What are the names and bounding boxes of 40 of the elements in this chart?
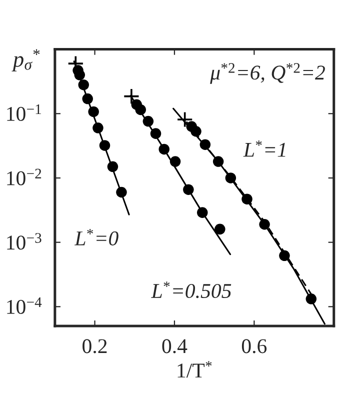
- x-tick-label: 0.6: [242, 339, 267, 354]
- point: [212, 156, 224, 167]
- y-axis-title: p$_{σ}$$^{*}$: [12, 49, 40, 72]
- x-tick-label: 0.4: [162, 339, 188, 354]
- point: [78, 79, 89, 90]
- annotation: L$^{*}$=1: [243, 140, 286, 157]
- point: [200, 139, 211, 150]
- point: [225, 172, 236, 184]
- y-tick-label: 10$^{−1}$: [7, 104, 41, 121]
- point: [176, 111, 194, 128]
- point: [116, 186, 127, 198]
- point: [142, 116, 154, 127]
- annotation: L$^{*}$=0.505: [151, 282, 232, 298]
- annotation: μ$^{*2}$=6, Q$^{*2}$=2: [210, 63, 325, 84]
- point: [107, 161, 118, 172]
- point: [158, 144, 170, 155]
- point: [99, 140, 110, 151]
- point: [88, 106, 99, 118]
- annotation: L$^{*}$=0: [74, 229, 118, 246]
- point: [123, 88, 140, 104]
- point: [170, 156, 181, 167]
- point: [150, 128, 162, 139]
- point: [242, 194, 252, 204]
- point: [92, 122, 104, 134]
- y-tick-label: 10$^{−3}$: [7, 233, 42, 250]
- point: [279, 250, 290, 262]
- y-tick-label: 10$^{−2}$: [7, 168, 42, 186]
- x-axis-title: 1/T$^{*}$: [178, 361, 212, 378]
- line-series: [172, 108, 326, 325]
- point: [183, 184, 194, 195]
- y-tick-label: 10$^{−4}$: [7, 297, 42, 314]
- point: [196, 207, 208, 218]
- point: [74, 70, 86, 80]
- point: [82, 93, 93, 104]
- point: [259, 219, 270, 230]
- point: [190, 126, 202, 137]
- point: [135, 104, 146, 116]
- point: [306, 294, 317, 304]
- x-tick-label: 0.2: [82, 339, 107, 354]
- point: [214, 224, 226, 235]
